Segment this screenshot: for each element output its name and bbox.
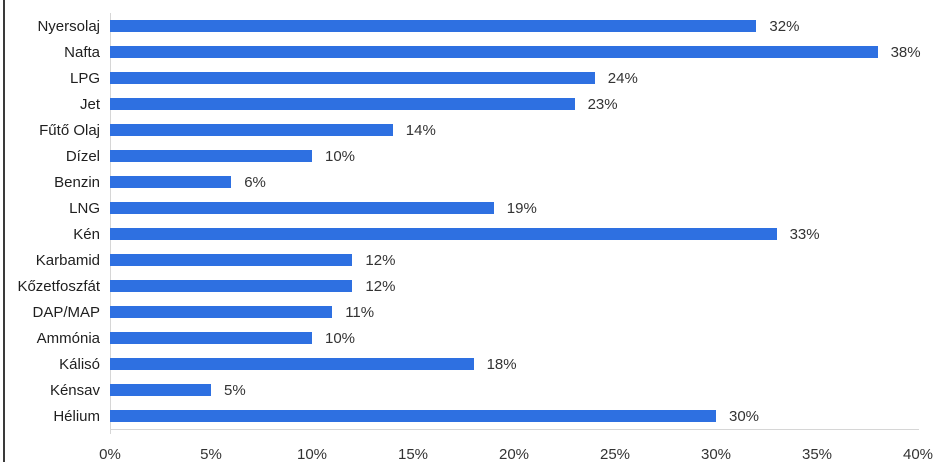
x-tick-label: 35% [801, 446, 833, 463]
bar [110, 254, 353, 266]
value-label: 30% [729, 407, 760, 425]
category-label: Fűtő Olaj [39, 121, 100, 139]
y-axis-line [110, 13, 111, 430]
bar [110, 358, 474, 370]
bar [110, 306, 333, 318]
bar-row: LPG 24% [0, 65, 918, 91]
x-tick-label: 40% [902, 446, 934, 463]
bar [110, 280, 353, 292]
bar-track: 5% [110, 377, 918, 403]
category-label: LNG [69, 199, 100, 217]
bar [110, 124, 393, 136]
x-axis: 0% 5% 10% 15% 20% 25% 30% 35% 40% [99, 442, 933, 468]
x-tick-label: 30% [700, 446, 732, 463]
bar [110, 72, 595, 84]
bar-track: 6% [110, 169, 918, 195]
window-left-border [3, 0, 5, 462]
value-label: 6% [244, 173, 266, 191]
category-label: Nafta [64, 43, 100, 61]
category-label: Dízel [65, 147, 100, 165]
value-label: 12% [365, 277, 396, 295]
category-label: Kőzetfoszfát [17, 277, 100, 295]
plot-area: Nyersolaj 32% Nafta 38% LPG 24% Jet 23% Fűtő Ola… [0, 13, 921, 429]
category-label: Kén [73, 225, 100, 243]
value-label: 10% [325, 329, 356, 347]
category-label: Hélium [53, 407, 100, 425]
category-label: DAP/MAP [32, 303, 100, 321]
bar-row: Karbamid 12% [0, 247, 918, 273]
x-tick-label: 15% [397, 446, 429, 463]
category-label: Jet [79, 95, 100, 113]
bar [110, 46, 878, 58]
value-label: 12% [365, 251, 396, 269]
x-tick-label: 25% [599, 446, 631, 463]
value-label: 14% [405, 121, 436, 139]
category-label: Kénsav [49, 381, 100, 399]
x-axis-zero-tickmark [110, 429, 111, 434]
bar-row: Kénsav 5% [0, 377, 918, 403]
bar [110, 176, 232, 188]
category-label: LPG [69, 69, 100, 87]
bar-row: Kőzetfoszfát 12% [0, 273, 918, 299]
bar-track: 33% [110, 221, 918, 247]
value-label: 38% [890, 43, 921, 61]
bar-track: 10% [110, 143, 918, 169]
value-label: 23% [587, 95, 618, 113]
bar [110, 410, 716, 422]
bar [110, 384, 211, 396]
x-tick-label: 0% [99, 446, 121, 463]
value-label: 18% [486, 355, 517, 373]
value-label: 33% [789, 225, 820, 243]
bar-track: 38% [110, 39, 921, 65]
category-label: Benzin [54, 173, 100, 191]
x-tick-label: 10% [296, 446, 328, 463]
bar-row: Kálisó 18% [0, 351, 918, 377]
x-tick-label: 20% [498, 446, 530, 463]
bar [110, 332, 312, 344]
bar [110, 20, 757, 32]
bar-row: Fűtő Olaj 14% [0, 117, 918, 143]
bar-row: DAP/MAP 11% [0, 299, 918, 325]
bar-track: 23% [110, 91, 918, 117]
bar-row: Hélium 30% [0, 403, 918, 429]
category-label: Nyersolaj [37, 17, 100, 35]
x-axis-line [110, 429, 919, 430]
bar [110, 150, 312, 162]
bar-track: 12% [110, 247, 918, 273]
bar-row: Nyersolaj 32% [0, 13, 918, 39]
bar-track: 18% [110, 351, 918, 377]
bar-row: LNG 19% [0, 195, 918, 221]
value-label: 19% [506, 199, 537, 217]
bar [110, 98, 575, 110]
x-tick-label: 5% [200, 446, 222, 463]
bar-row: Benzin 6% [0, 169, 918, 195]
value-label: 24% [607, 69, 638, 87]
bar-row: Ammónia 10% [0, 325, 918, 351]
bar-row: Nafta 38% [0, 39, 921, 65]
value-label: 10% [325, 147, 356, 165]
bar-track: 12% [110, 273, 918, 299]
category-label: Kálisó [59, 355, 100, 373]
category-label: Karbamid [35, 251, 100, 269]
value-label: 11% [345, 303, 375, 321]
bar-row: Jet 23% [0, 91, 918, 117]
bar-track: 32% [110, 13, 918, 39]
category-label: Ammónia [36, 329, 100, 347]
bar-track: 24% [110, 65, 918, 91]
bar-track: 10% [110, 325, 918, 351]
value-label: 32% [769, 17, 800, 35]
bar-row: Dízel 10% [0, 143, 918, 169]
bar [110, 202, 494, 214]
bar-track: 19% [110, 195, 918, 221]
bar-row: Kén 33% [0, 221, 918, 247]
bar-track: 30% [110, 403, 918, 429]
value-label: 5% [224, 381, 246, 399]
bar-track: 11% [110, 299, 918, 325]
bar [110, 228, 777, 240]
bar-track: 14% [110, 117, 918, 143]
